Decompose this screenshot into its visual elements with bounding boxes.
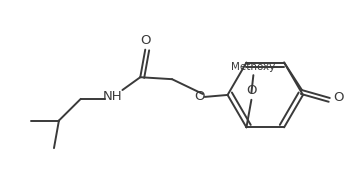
Text: O: O xyxy=(333,92,344,104)
Text: O: O xyxy=(194,90,205,103)
Text: O: O xyxy=(140,34,151,47)
Text: NH: NH xyxy=(103,90,122,103)
Text: Methoxy: Methoxy xyxy=(231,62,276,72)
Text: O: O xyxy=(246,84,257,97)
